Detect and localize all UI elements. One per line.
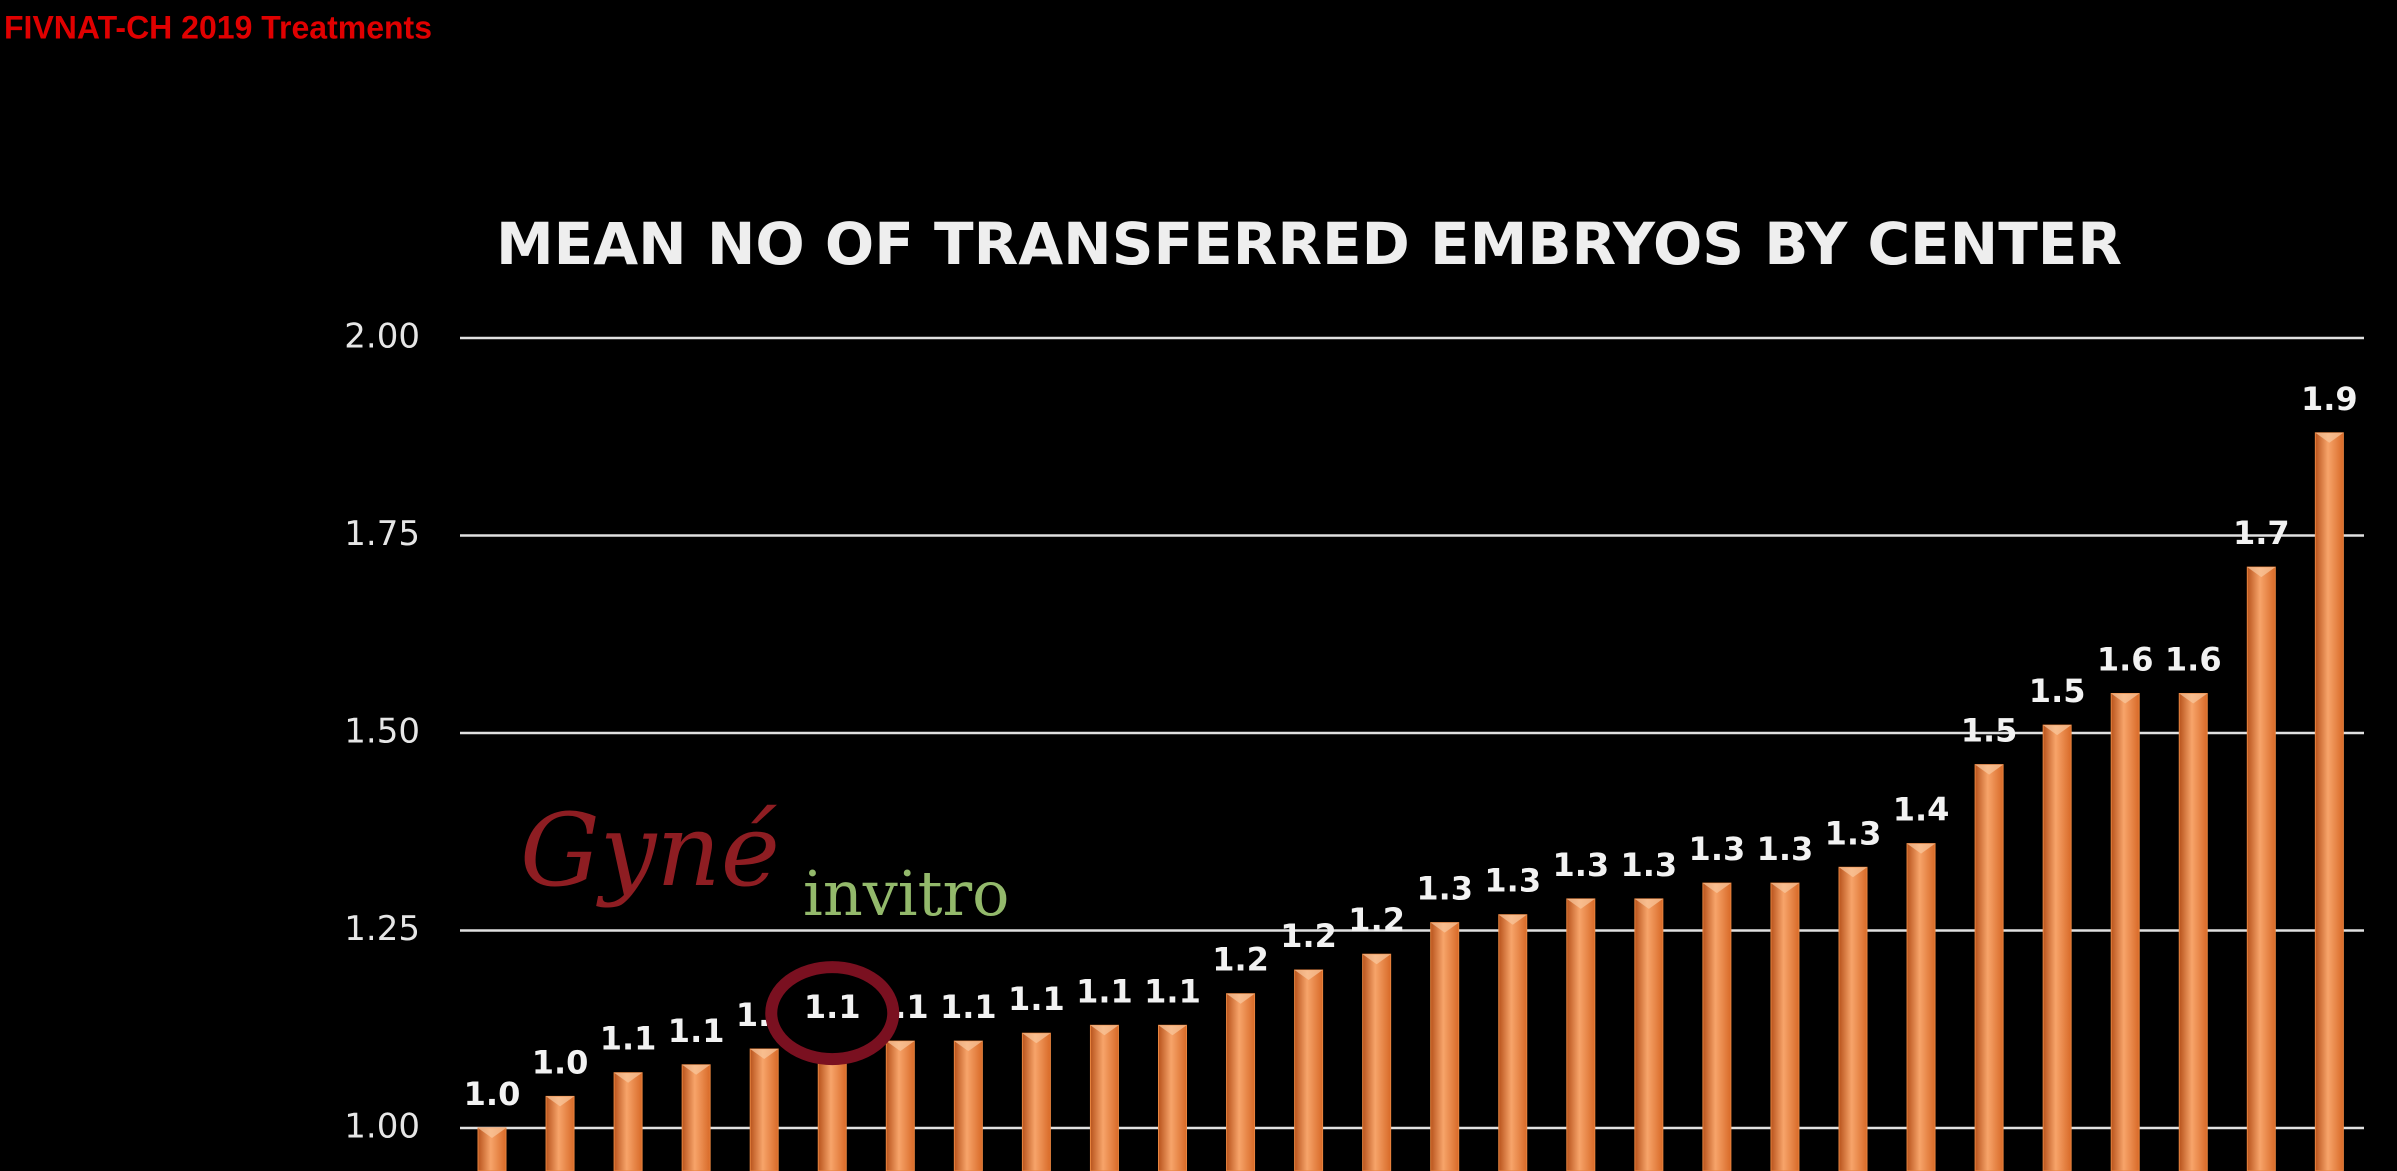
bar-cap <box>1770 883 1799 894</box>
bar <box>1158 1024 1187 1171</box>
bar-cap <box>2111 693 2140 704</box>
bar <box>2042 724 2072 1171</box>
y-tick-label: 1.75 <box>344 514 420 554</box>
bar <box>2314 432 2344 1171</box>
bar <box>613 1072 643 1171</box>
value-label: 1.7 <box>2233 514 2290 552</box>
bar-cap <box>1702 883 1731 894</box>
bar <box>1906 843 1936 1171</box>
grid: 1.00 1.25 1.50 1.75 2.00 <box>344 317 2364 1147</box>
value-label: 1.6 <box>2165 641 2222 679</box>
bar <box>1498 914 1528 1171</box>
bar-cap <box>750 1049 779 1059</box>
bar <box>1430 922 1460 1171</box>
value-label: 1.5 <box>2029 672 2086 710</box>
value-label: 1.9 <box>2301 380 2358 418</box>
bar-cap <box>1158 1025 1187 1036</box>
bar <box>1770 882 1800 1171</box>
bar-cap <box>1022 1033 1051 1044</box>
bar <box>1634 898 1664 1171</box>
bar-cap <box>478 1128 506 1138</box>
bar-cap <box>1294 970 1323 980</box>
bar-cap <box>1839 867 1867 878</box>
value-label: 1.2 <box>1348 901 1405 939</box>
bar-cap <box>2315 432 2344 443</box>
bar-cap <box>1907 843 1936 854</box>
highlight-circle <box>765 961 900 1066</box>
bar-cap <box>1430 922 1459 933</box>
bar <box>2178 693 2208 1171</box>
bar <box>1362 953 1392 1171</box>
value-label: 1.3 <box>1484 862 1541 900</box>
value-label: 1.6 <box>2097 641 2154 679</box>
bar-cap <box>2247 567 2276 578</box>
value-label: 1.2 <box>1280 917 1337 955</box>
bar-cap <box>1226 993 1255 1004</box>
value-label: 1.1 <box>600 1020 657 1058</box>
bar <box>1702 882 1732 1171</box>
bar <box>1226 993 1256 1171</box>
y-tick-label: 1.50 <box>344 712 420 752</box>
header-title: FIVNAT-CH 2019 Treatments <box>4 9 432 45</box>
value-label: 1.3 <box>1621 846 1678 884</box>
bar-cap <box>954 1041 983 1052</box>
value-label: 1.1 <box>940 988 997 1026</box>
value-label: 1.4 <box>1893 791 1950 829</box>
bar-cap <box>886 1041 915 1052</box>
bar-cap <box>1975 764 2004 775</box>
value-label: 1.0 <box>464 1075 521 1113</box>
logo-gyne: Gyné <box>520 792 780 909</box>
bar <box>953 1040 983 1171</box>
bar-cap <box>2179 693 2208 704</box>
bar-cap <box>1498 914 1527 925</box>
bar-cap <box>682 1064 711 1075</box>
bar-cap <box>1362 954 1391 965</box>
value-label: 1.1 <box>668 1012 725 1050</box>
bar-cap <box>1090 1025 1119 1036</box>
value-label: 1.0 <box>532 1043 589 1081</box>
value-label: 1.3 <box>1552 846 1609 884</box>
bar-cap <box>2043 725 2072 736</box>
bar <box>681 1064 711 1171</box>
bar <box>1838 866 1868 1171</box>
bar <box>2110 693 2140 1171</box>
y-tick-label: 1.00 <box>344 1107 420 1147</box>
value-label: 1.1 <box>804 988 861 1026</box>
bar <box>1566 898 1596 1171</box>
bar <box>1089 1024 1119 1171</box>
bar-cap <box>1566 898 1595 909</box>
bar <box>749 1048 779 1171</box>
highlight: 1.1 <box>765 961 900 1066</box>
value-label: 1.3 <box>1825 814 1882 852</box>
y-tick-label: 1.25 <box>344 909 420 949</box>
bar <box>1974 764 2004 1171</box>
value-label: 1.1 <box>1076 972 1133 1010</box>
bar <box>1021 1032 1051 1171</box>
bar-cap <box>614 1072 643 1083</box>
bar <box>2246 566 2276 1171</box>
logo-invitro: invitro <box>803 857 1010 930</box>
value-label: 1.2 <box>1212 941 1269 979</box>
bar-cap <box>1634 898 1663 909</box>
value-label: 1.3 <box>1689 830 1746 868</box>
bar <box>1294 969 1324 1171</box>
value-label: 1.5 <box>1961 712 2018 750</box>
bar-cap <box>546 1096 575 1107</box>
bar <box>545 1095 575 1171</box>
y-tick-label: 2.00 <box>344 317 420 357</box>
value-label: 1.3 <box>1416 870 1473 908</box>
bar <box>885 1040 915 1171</box>
value-label: 1.3 <box>1757 830 1814 868</box>
value-label: 1.1 <box>1008 980 1065 1018</box>
chart-title: MEAN NO OF TRANSFERRED EMBRYOS BY CENTER <box>496 210 2122 278</box>
value-label: 1.1 <box>1144 972 1201 1010</box>
